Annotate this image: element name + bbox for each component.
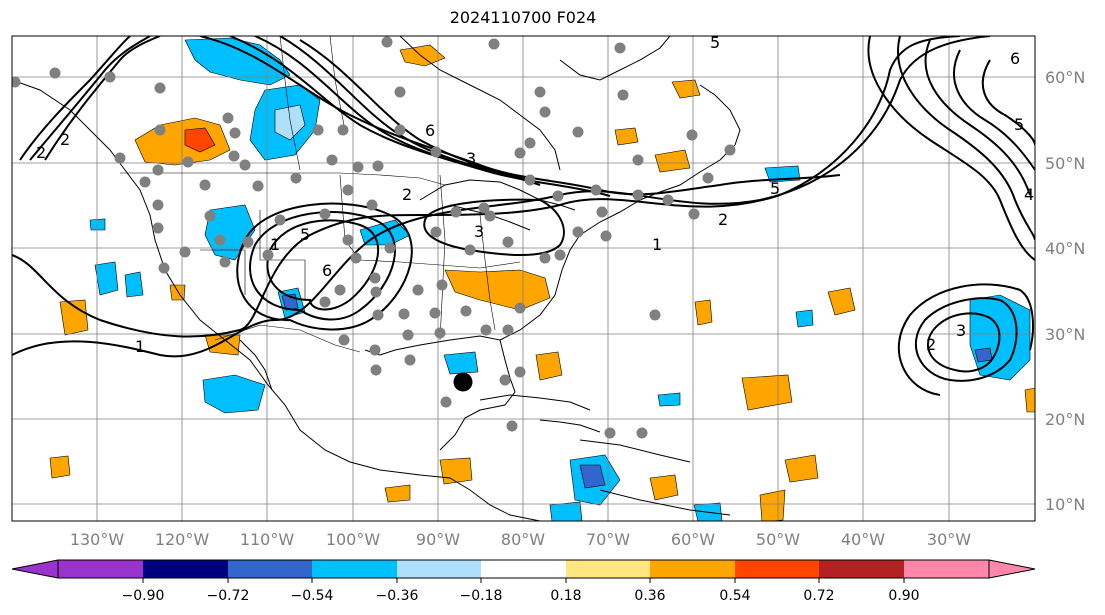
colorbar-tick-label: −0.72	[207, 588, 250, 604]
contour-label: 6	[1010, 49, 1020, 68]
colorbar-tick-label: −0.36	[376, 588, 419, 604]
lat-label: 20°N	[1045, 410, 1085, 429]
colorbar-segment	[566, 560, 650, 578]
colorbar-border	[57, 559, 990, 579]
colorbar-segment	[988, 559, 1036, 579]
contour-label: 2	[402, 185, 412, 204]
contour-label: 3	[474, 222, 484, 241]
map-content: 2 2 1 1 6 3 2 3 6 5 1 2 5 5 2 3 6 5 4	[12, 33, 1035, 521]
lat-label: 30°N	[1045, 325, 1085, 344]
colorbar-segment	[650, 560, 735, 578]
lon-label: 110°W	[240, 530, 295, 549]
lat-label: 10°N	[1045, 495, 1085, 514]
colorbar-segment	[228, 560, 312, 578]
graticule	[12, 36, 1035, 521]
lon-label: 100°W	[326, 530, 381, 549]
contour-label: 2	[926, 335, 936, 354]
colorbar-segment	[312, 560, 397, 578]
map-frame	[11, 35, 1036, 522]
coastlines	[12, 36, 741, 521]
map-title: 2024110700 F024	[449, 8, 597, 27]
colorbar-tick-label: −0.54	[291, 588, 334, 604]
lon-label: 90°W	[416, 530, 460, 549]
contour-label: 2	[718, 210, 728, 229]
colorbar-segment	[904, 560, 989, 578]
longitude-labels: 130°W 120°W 110°W 100°W 90°W 80°W 70°W 6…	[70, 530, 971, 549]
lat-label: 50°N	[1045, 154, 1085, 173]
station-markers	[12, 36, 736, 439]
colorbar-segment	[397, 560, 481, 578]
lat-label: 60°N	[1045, 68, 1085, 87]
contour-label: 5	[1014, 115, 1024, 134]
contour-label: 1	[135, 337, 145, 356]
colorbar-segment	[58, 560, 143, 578]
colorbar-tick-label: 0.54	[719, 588, 750, 604]
latitude-labels: 60°N 50°N 40°N 30°N 20°N 10°N	[1045, 68, 1085, 514]
colorbar: −0.90 −0.72 −0.54 −0.36 −0.18 0.18 0.36 …	[11, 559, 1036, 604]
colorbar-ticks	[142, 578, 905, 583]
colorbar-tick-label: −0.90	[122, 588, 165, 604]
colorbar-tick-label: 0.72	[803, 588, 834, 604]
lon-label: 60°W	[671, 530, 715, 549]
contour-label: 2	[60, 130, 70, 149]
colorbar-segment	[481, 560, 566, 578]
contour-label: 4	[1024, 185, 1034, 204]
lon-label: 50°W	[756, 530, 800, 549]
colorbar-tick-label: 0.18	[550, 588, 581, 604]
lon-label: 70°W	[586, 530, 630, 549]
lon-label: 120°W	[155, 530, 210, 549]
colorbar-tick-label: 0.36	[634, 588, 665, 604]
colorbar-segment	[819, 560, 904, 578]
contour-label: 3	[956, 321, 966, 340]
contour-label: 2	[36, 143, 46, 162]
contour-label: 3	[466, 149, 476, 168]
lon-label: 130°W	[70, 530, 125, 549]
contour-labels: 2 2 1 1 6 3 2 3 6 5 1 2 5 5 2 3 6 5 4	[36, 33, 1034, 356]
lon-label: 30°W	[927, 530, 971, 549]
contour-label: 1	[652, 235, 662, 254]
lat-label: 40°N	[1045, 239, 1085, 258]
contour-label: 1	[270, 235, 280, 254]
contour-label: 5	[770, 179, 780, 198]
storm-center-marker	[453, 372, 473, 392]
lon-label: 80°W	[501, 530, 545, 549]
colorbar-tick-label: 0.90	[888, 588, 919, 604]
lon-label: 40°W	[841, 530, 885, 549]
contour-label: 6	[425, 121, 435, 140]
colorbar-segment	[143, 560, 228, 578]
colorbar-segment	[11, 559, 59, 579]
contour-label: 5	[710, 33, 720, 52]
colorbar-tick-label: −0.18	[460, 588, 503, 604]
contour-label: 6	[322, 261, 332, 280]
colorbar-segment	[735, 560, 819, 578]
contour-label: 5	[300, 225, 310, 244]
